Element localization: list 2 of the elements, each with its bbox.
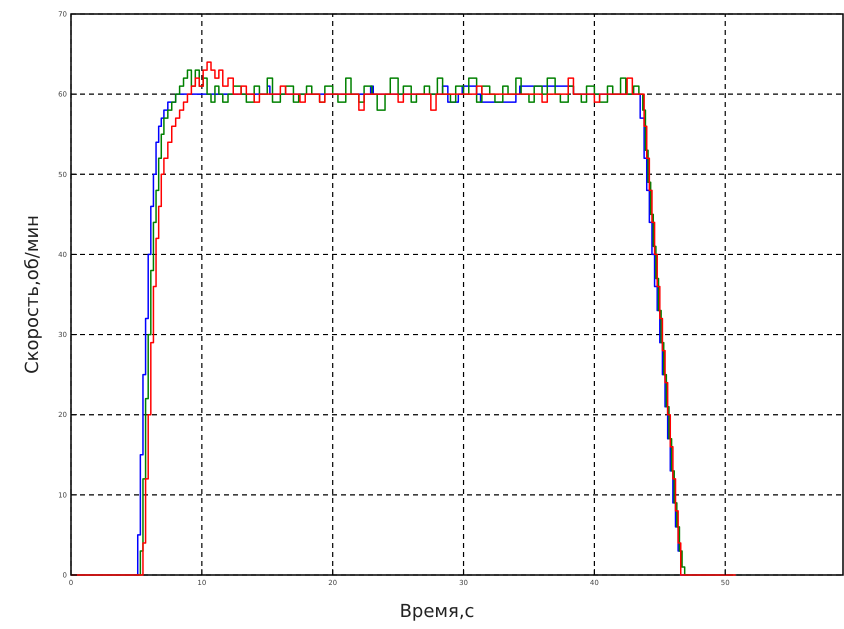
x-axis-title: Время,с — [400, 601, 474, 622]
y-axis-title: Скорость,об/мин — [22, 215, 43, 374]
